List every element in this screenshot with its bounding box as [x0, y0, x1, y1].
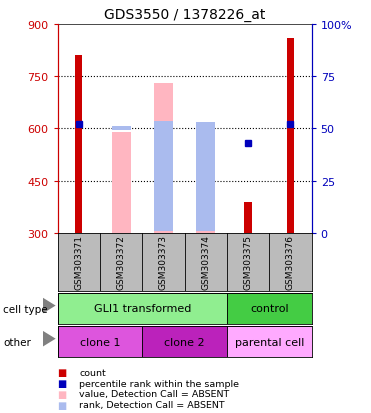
- Text: GSM303376: GSM303376: [286, 235, 295, 290]
- Bar: [58, 293, 227, 324]
- Text: GSM303375: GSM303375: [244, 235, 253, 290]
- Text: ■: ■: [58, 378, 67, 388]
- Text: clone 2: clone 2: [164, 337, 205, 347]
- Text: GLI1 transformed: GLI1 transformed: [93, 304, 191, 314]
- Text: clone 1: clone 1: [80, 337, 120, 347]
- Bar: [287, 39, 294, 233]
- Bar: [112, 126, 131, 131]
- Polygon shape: [43, 298, 56, 314]
- Text: control: control: [250, 304, 289, 314]
- Text: parental cell: parental cell: [234, 337, 304, 347]
- Text: GSM303374: GSM303374: [201, 235, 210, 290]
- Text: GSM303372: GSM303372: [116, 235, 125, 290]
- Text: percentile rank within the sample: percentile rank within the sample: [79, 379, 239, 388]
- Title: GDS3550 / 1378226_at: GDS3550 / 1378226_at: [104, 8, 265, 22]
- Text: value, Detection Call = ABSENT: value, Detection Call = ABSENT: [79, 389, 229, 399]
- Bar: [112, 133, 131, 233]
- Bar: [227, 326, 312, 357]
- Bar: [75, 56, 82, 233]
- Bar: [142, 326, 227, 357]
- Polygon shape: [43, 331, 56, 347]
- Text: GSM303373: GSM303373: [159, 235, 168, 290]
- Text: GSM303371: GSM303371: [74, 235, 83, 290]
- Bar: [196, 129, 215, 233]
- Text: cell type: cell type: [3, 304, 47, 314]
- Bar: [154, 84, 173, 233]
- Bar: [227, 293, 312, 324]
- Bar: [154, 122, 173, 232]
- Bar: [58, 326, 142, 357]
- Text: other: other: [3, 337, 31, 347]
- Text: count: count: [79, 368, 106, 377]
- Text: rank, Detection Call = ABSENT: rank, Detection Call = ABSENT: [79, 400, 225, 409]
- Text: ■: ■: [58, 368, 67, 377]
- Bar: [196, 123, 215, 232]
- Text: ■: ■: [58, 389, 67, 399]
- Text: ■: ■: [58, 400, 67, 410]
- Bar: [244, 202, 252, 233]
